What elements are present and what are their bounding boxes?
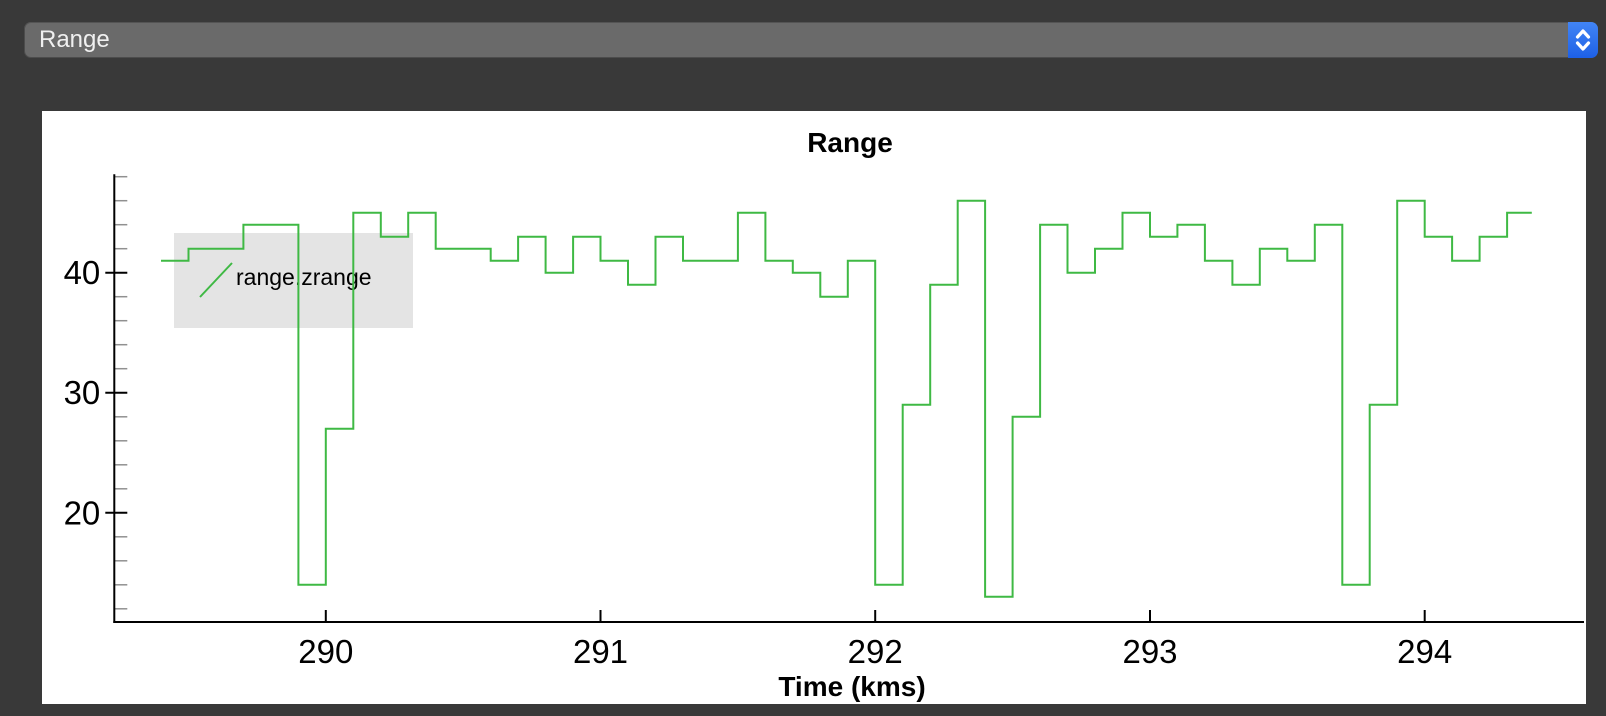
y-tick-label: 30: [64, 374, 101, 411]
chevron-up-down-icon: [1575, 29, 1591, 51]
dropdown-stepper[interactable]: [1568, 22, 1598, 58]
chart-title: Range: [807, 127, 893, 158]
y-tick-label: 20: [64, 494, 101, 531]
plot-field-select[interactable]: Range: [24, 22, 1598, 58]
series-line-range.zrange: [161, 199, 1532, 598]
x-tick-label: 292: [848, 633, 903, 670]
x-tick-label: 294: [1397, 633, 1452, 670]
x-tick-label: 290: [298, 633, 353, 670]
x-axis-label: Time (kms): [778, 671, 925, 702]
legend-line-swatch: [199, 262, 233, 298]
x-tick-label: 291: [573, 633, 628, 670]
x-tick-label: 293: [1122, 633, 1177, 670]
range-chart-plot[interactable]: range.zrange Range Time (kms) 40 30 20 290 2…: [42, 111, 1586, 704]
chart-panel: range.zrange Range Time (kms) 40 30 20 290 2…: [42, 111, 1586, 704]
legend-label: range.zrange: [236, 264, 372, 290]
plot-field-select-label: Range: [39, 26, 110, 53]
y-tick-label: 40: [64, 254, 101, 291]
